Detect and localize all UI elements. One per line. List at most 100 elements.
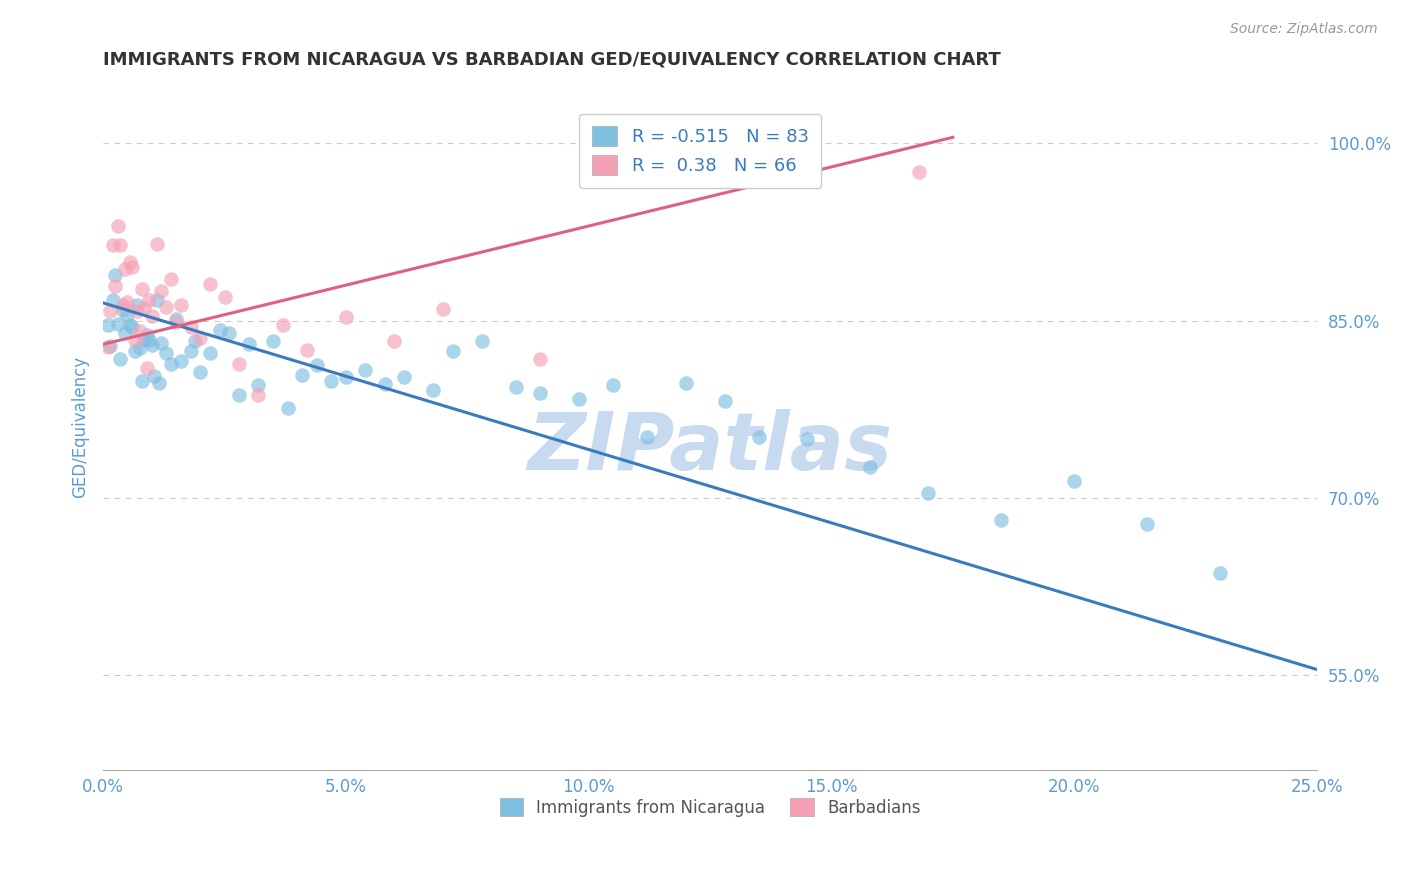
Point [374,377,396,392]
Point [471,334,494,348]
Point [150,285,173,299]
Point [198,346,221,360]
Point [392,370,415,384]
Point [117,309,139,323]
Point [228,358,250,372]
Point [277,401,299,415]
Point [228,388,250,402]
Point [107,317,129,331]
Point [100,339,122,353]
Point [529,386,551,401]
Point [214,290,236,304]
Point [141,338,163,352]
Point [354,362,377,376]
Point [155,345,177,359]
Point [384,334,406,349]
Point [128,341,150,355]
Point [118,318,141,332]
Text: ZIPatlas: ZIPatlas [527,409,893,487]
Point [104,279,127,293]
Point [917,486,939,500]
Point [165,312,187,326]
Point [134,334,156,348]
Point [108,352,131,367]
Point [505,380,527,394]
Text: IMMIGRANTS FROM NICARAGUA VS BARBADIAN GED/EQUIVALENCY CORRELATION CHART: IMMIGRANTS FROM NICARAGUA VS BARBADIAN G… [103,51,1001,69]
Point [748,430,770,444]
Point [143,369,166,384]
Point [127,298,149,312]
Point [101,293,124,307]
Point [247,378,270,392]
Point [184,334,207,348]
Point [208,323,231,337]
Point [1063,474,1085,488]
Point [150,336,173,351]
Point [124,333,146,347]
Point [165,315,187,329]
Point [796,432,818,446]
Point [218,326,240,340]
Point [148,376,170,390]
Point [101,238,124,252]
Point [135,360,157,375]
Point [1209,566,1232,580]
Point [271,318,294,333]
Point [238,337,260,351]
Point [170,298,193,312]
Point [124,343,146,358]
Point [335,310,357,325]
Y-axis label: GED/Equivalency: GED/Equivalency [72,356,89,498]
Point [117,295,139,310]
Point [295,343,318,357]
Point [247,388,270,402]
Point [131,374,153,388]
Point [170,353,193,368]
Point [155,300,177,314]
Point [335,370,357,384]
Point [128,325,150,339]
Point [138,333,160,347]
Point [114,262,136,277]
Point [441,343,464,358]
Point [121,320,143,334]
Point [1136,517,1159,532]
Point [188,331,211,345]
Legend: Immigrants from Nicaragua, Barbadians: Immigrants from Nicaragua, Barbadians [494,791,927,823]
Point [568,392,591,406]
Point [114,326,136,341]
Point [160,272,183,286]
Point [907,165,929,179]
Point [145,237,167,252]
Point [422,383,444,397]
Point [108,238,131,252]
Point [107,219,129,233]
Point [118,255,141,269]
Point [529,351,551,366]
Point [97,318,120,333]
Point [180,343,202,358]
Point [432,301,454,316]
Point [138,293,160,307]
Point [180,319,202,334]
Point [97,340,120,354]
Point [198,277,221,291]
Text: Source: ZipAtlas.com: Source: ZipAtlas.com [1230,22,1378,37]
Point [859,459,882,474]
Point [291,368,314,382]
Point [262,334,284,349]
Point [134,301,156,315]
Point [188,365,211,379]
Point [111,303,134,318]
Point [636,430,658,444]
Point [131,282,153,296]
Point [100,304,122,318]
Point [160,357,183,371]
Point [321,374,343,388]
Point [145,293,167,307]
Point [713,393,735,408]
Point [111,297,134,311]
Point [121,260,143,274]
Point [104,268,127,283]
Point [675,376,697,390]
